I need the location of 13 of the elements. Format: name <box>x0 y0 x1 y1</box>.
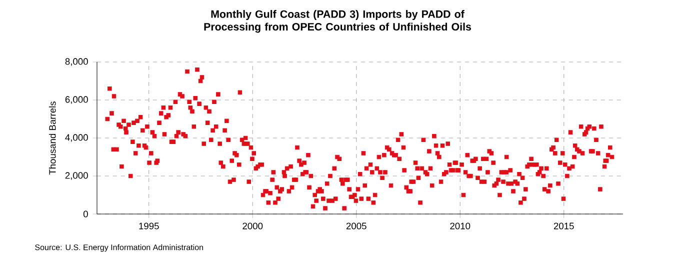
x-tick-label: 2015 <box>554 222 574 230</box>
x-tick-label: 1995 <box>139 222 159 230</box>
y-tick-label: 8,000 <box>65 58 88 66</box>
y-tick-label: 6,000 <box>65 96 88 104</box>
y-tick-label: 4,000 <box>65 134 88 142</box>
y-tick-label: 2,000 <box>65 172 88 180</box>
x-tick-label: 2005 <box>346 222 366 230</box>
x-tick-label: 2000 <box>242 222 263 230</box>
y-tick-label: 0 <box>83 210 88 218</box>
source-note: Source: U.S. Energy Information Administration <box>35 244 203 252</box>
x-tick-label: 2010 <box>450 222 470 230</box>
chart-title: Monthly Gulf Coast (PADD 3) Imports by PADD of Processing from OPEC Countries of Unfinished Oils <box>204 10 472 33</box>
y-axis-title: Thousand Barrels <box>48 102 56 175</box>
